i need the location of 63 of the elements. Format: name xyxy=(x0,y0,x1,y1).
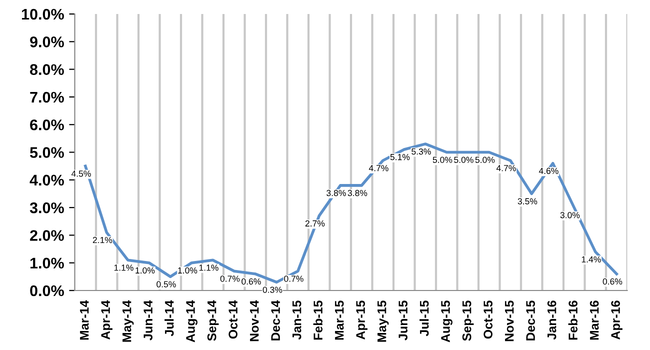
data-label: 5.0% xyxy=(454,156,474,163)
data-label: 4.6% xyxy=(538,168,558,174)
data-label: 0.7% xyxy=(220,276,240,282)
x-tick-label: Aug-15 xyxy=(441,300,452,342)
y-tick-label: 6.0% xyxy=(30,119,64,130)
x-tick-label: Oct-15 xyxy=(484,300,492,339)
data-label: 1.0% xyxy=(178,267,198,274)
x-tick-label: Mar-14 xyxy=(80,300,89,340)
data-label: 1.1% xyxy=(114,264,134,271)
data-label: 0.5% xyxy=(156,281,176,288)
x-tick-label: Dec-14 xyxy=(271,300,280,340)
x-tick-label: Apr-16 xyxy=(611,300,622,340)
y-tick-label: 4.0% xyxy=(30,174,64,186)
data-label: 5.1% xyxy=(390,154,410,160)
y-tick-label: 5.0% xyxy=(30,147,64,158)
y-tick-label: 8.0% xyxy=(30,64,64,75)
x-tick-label: Jun-15 xyxy=(398,300,408,340)
x-tick-label: May-15 xyxy=(378,300,389,342)
data-label: 1.1% xyxy=(199,264,218,271)
data-label: 4.5% xyxy=(71,170,91,177)
x-tick-label: Nov-15 xyxy=(505,300,514,342)
x-tick-label: Sep-15 xyxy=(462,300,474,341)
data-label: 3.8% xyxy=(348,190,368,196)
data-label: 2.7% xyxy=(305,220,325,226)
data-label: 5.0% xyxy=(475,156,495,163)
x-tick-label: Jun-14 xyxy=(144,300,152,340)
x-tick-label: Aug-14 xyxy=(186,300,198,342)
x-tick-label: Jan-15 xyxy=(292,300,302,340)
x-tick-label: Feb-15 xyxy=(313,300,322,340)
data-label: 4.7% xyxy=(496,165,516,172)
data-label: 0.7% xyxy=(284,276,304,282)
x-tick-label: Oct-14 xyxy=(228,300,238,339)
data-label: 3.0% xyxy=(560,212,580,218)
x-tick-label: May-14 xyxy=(122,300,134,342)
y-tick-label: 3.0% xyxy=(30,202,64,214)
x-tick-label: Apr-15 xyxy=(356,300,368,340)
y-tick-label: 10.0% xyxy=(22,8,64,20)
x-tick-label: Apr-14 xyxy=(101,300,112,340)
x-tick-label: Mar-16 xyxy=(590,300,599,340)
x-tick-label: Jan-16 xyxy=(547,300,556,340)
x-tick-label: Jul-15 xyxy=(420,300,429,336)
y-tick-label: 2.0% xyxy=(30,230,64,241)
x-tick-label: Jul-14 xyxy=(164,300,174,336)
y-tick-label: 1.0% xyxy=(30,258,64,269)
data-label: 3.8% xyxy=(326,190,346,196)
x-tick-label: Dec-15 xyxy=(526,300,535,340)
x-tick-label: Nov-14 xyxy=(250,300,259,342)
data-label: 5.3% xyxy=(412,148,431,155)
data-label: 1.0% xyxy=(136,267,155,274)
data-label: 5.0% xyxy=(432,156,452,163)
data-label: 0.6% xyxy=(242,278,261,285)
y-tick-label: 0.0% xyxy=(30,285,64,296)
data-label: 0.3% xyxy=(262,286,282,293)
x-tick-label: Sep-14 xyxy=(207,300,219,341)
data-label: 0.6% xyxy=(602,278,622,285)
data-label: 4.7% xyxy=(368,165,388,172)
data-label: 3.5% xyxy=(518,198,538,204)
y-tick-label: 9.0% xyxy=(30,36,64,48)
data-label: 1.4% xyxy=(582,256,601,262)
x-tick-label: Mar-15 xyxy=(335,300,344,340)
data-label: 2.1% xyxy=(92,236,112,244)
x-tick-label: Feb-16 xyxy=(568,300,578,340)
y-tick-label: 7.0% xyxy=(30,92,64,103)
